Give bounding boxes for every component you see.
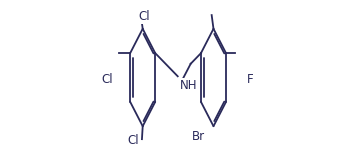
Text: NH: NH xyxy=(180,79,198,92)
Text: Cl: Cl xyxy=(127,134,139,147)
Text: F: F xyxy=(247,73,253,86)
Text: Br: Br xyxy=(192,130,205,143)
Text: Cl: Cl xyxy=(138,10,150,23)
Text: Cl: Cl xyxy=(101,73,113,86)
